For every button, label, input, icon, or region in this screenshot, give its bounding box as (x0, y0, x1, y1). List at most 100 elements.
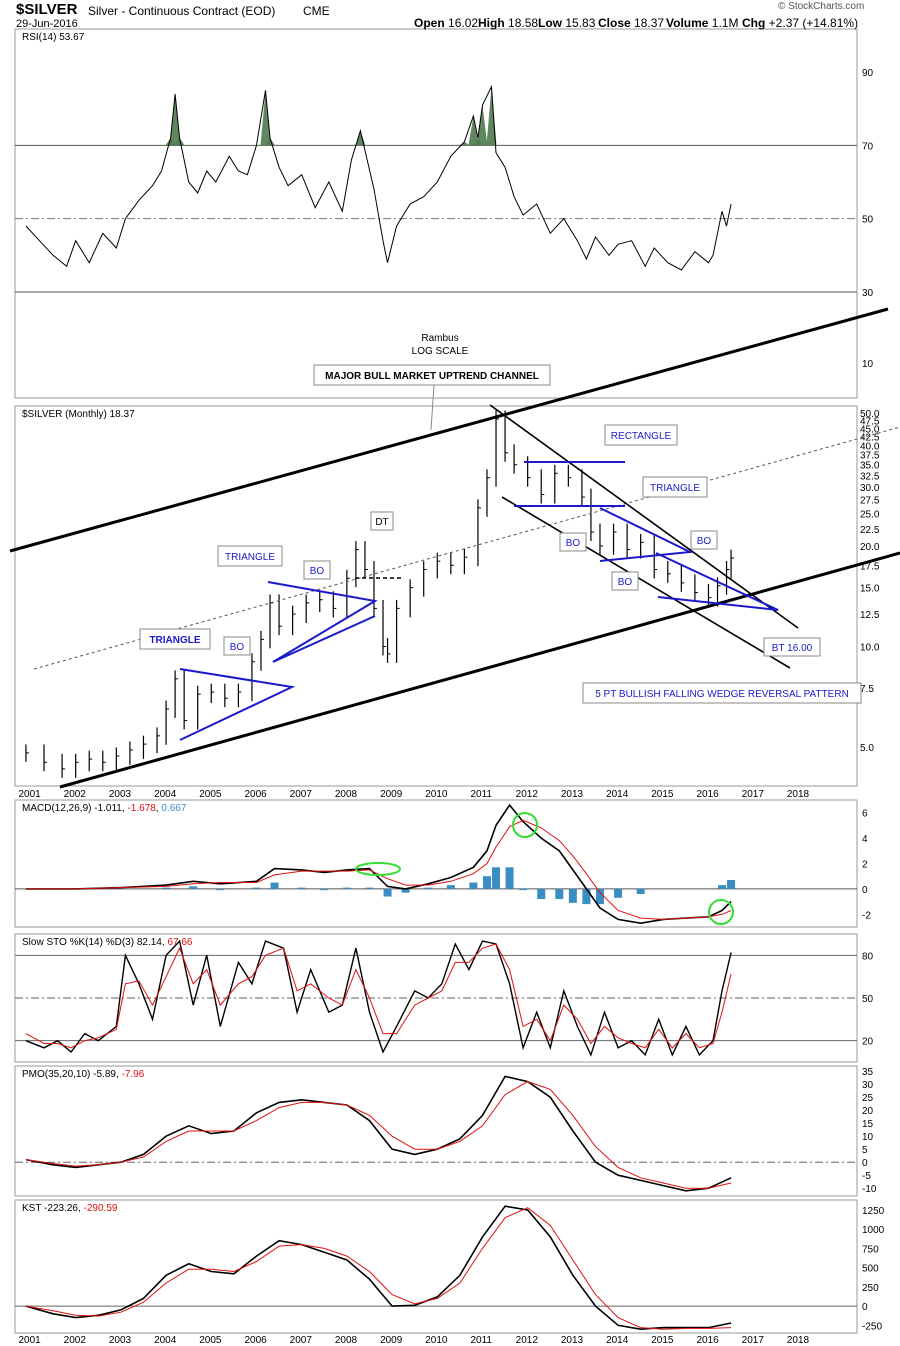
triangle-2006-label-box (217, 545, 283, 567)
price-x-tick-label: 2002 (64, 789, 87, 800)
quote-open: Open 16.02 (414, 16, 478, 30)
close-label: Close (598, 16, 631, 30)
macd-histogram-bar (718, 885, 727, 889)
macd-legend-sep: , (122, 803, 128, 814)
price-tick-label: 12.5 (860, 610, 880, 621)
macd-tick-label: 6 (862, 809, 868, 820)
macd-histogram-bar (320, 888, 329, 891)
price-tick-label: 32.5 (860, 471, 880, 482)
chart-date: 29-Jun-2016 (16, 18, 78, 30)
exchange-label: CME (303, 4, 330, 18)
wedge-pattern-label-box (582, 682, 862, 704)
pmo-tick-label: 10 (862, 1132, 874, 1143)
macd-histogram-bar (582, 888, 591, 905)
quote-volume: Volume 1.1M (666, 16, 738, 30)
price-x-tick-label: 2004 (154, 789, 177, 800)
rsi-overbought-fill (477, 105, 488, 146)
sto-k-line (25, 939, 732, 1057)
high-label: High (478, 16, 505, 30)
price-x-tick-label: 2001 (18, 789, 41, 800)
low-label: Low (538, 16, 562, 30)
pmo-tick-label: -10 (862, 1184, 877, 1195)
panel-frame-price (14, 405, 858, 787)
wedge-pattern-label: 5 PT BULLISH FALLING WEDGE REVERSAL PATT… (595, 689, 849, 700)
macd-histogram-bar (537, 888, 546, 900)
macd-green-circle (708, 899, 734, 925)
price-tick-label: 22.5 (860, 525, 880, 536)
macd-histogram-bar (270, 882, 279, 889)
kst-legend-value: -223.26 (44, 1203, 78, 1214)
rsi-overbought-fill (468, 116, 479, 146)
bottom-x-tick-label: 2017 (742, 1335, 765, 1346)
change-label: Chg (742, 16, 766, 30)
kst-tick-label: 500 (862, 1264, 879, 1275)
bo-2015-label: BO (697, 536, 712, 547)
triangle-2013-label-box (642, 476, 708, 498)
macd-tick-label: 2 (862, 860, 868, 871)
bottom-x-tick-label: 2012 (516, 1335, 539, 1346)
price-x-tick-label: 2010 (425, 789, 448, 800)
sto-tick-label: 50 (862, 994, 874, 1005)
price-x-tick-label: 2014 (606, 789, 629, 800)
channel-annotation-box (313, 364, 551, 386)
kst-legend-sep: , (78, 1203, 84, 1214)
bottom-x-tick-label: 2010 (425, 1335, 448, 1346)
macd-histogram-bar (492, 867, 501, 889)
volume-label: Volume (666, 16, 709, 30)
price-tick-label: 45.0 (860, 424, 880, 435)
macd-histogram-bar (636, 888, 645, 894)
triangle-pattern-2006 (267, 581, 378, 663)
triangle-2004-label-box (139, 628, 211, 650)
triangle-pattern-2004 (179, 668, 296, 741)
rsi-line (25, 84, 732, 271)
macd-histogram-bar (424, 887, 433, 889)
kst-tick-label: 750 (862, 1244, 879, 1255)
macd-histogram-bar (555, 888, 564, 900)
macd-legend: MACD(12,26,9) -1.011, -1.678, 0.667 (22, 803, 187, 814)
macd-signal-line (25, 819, 732, 920)
bottom-x-tick-label: 2013 (561, 1335, 584, 1346)
macd-histogram-bar (482, 876, 491, 889)
pmo-legend: PMO(35,20,10) -5.89, -7.96 (22, 1069, 145, 1080)
pmo-tick-label: -5 (862, 1171, 871, 1182)
quote-change: Chg +2.37 (+14.81%) (742, 16, 858, 30)
kst-line (25, 1205, 732, 1331)
uptrend-channel-top (9, 307, 889, 553)
macd-histogram-bar (519, 888, 528, 891)
rsi-tick-label: 30 (862, 288, 874, 299)
sto-legend: Slow STO %K(14) %D(3) 82.14, 67.66 (22, 937, 193, 948)
macd-histogram-bar (614, 888, 623, 898)
sto-d-line (25, 943, 732, 1049)
price-x-tick-label: 2016 (696, 789, 719, 800)
price-x-tick-label: 2015 (651, 789, 674, 800)
bottom-x-tick-label: 2004 (154, 1335, 177, 1346)
price-tick-label: 47.5 (860, 416, 880, 427)
macd-histogram-bar (162, 887, 171, 889)
rsi-legend: RSI(14) 53.67 (22, 32, 85, 43)
macd-histogram-bar (342, 887, 351, 889)
kst-tick-label: 0 (862, 1302, 868, 1313)
rsi-tick-label: 50 (862, 215, 874, 226)
bottom-x-tick-label: 2018 (787, 1335, 810, 1346)
price-tick-label: 42.5 (860, 433, 880, 444)
channel-annotation: MAJOR BULL MARKET UPTREND CHANNEL (325, 371, 539, 382)
bo-2014-label: BO (618, 577, 633, 588)
triangle-pattern-2013 (599, 507, 694, 562)
rsi-overbought-fill (265, 138, 276, 146)
pmo-tick-label: 20 (862, 1106, 874, 1117)
open-value: 16.02 (448, 16, 479, 30)
pmo-tick-label: 15 (862, 1119, 874, 1130)
bottom-x-tick-label: 2016 (696, 1335, 719, 1346)
price-x-tick-label: 2017 (742, 789, 765, 800)
symbol-title: $SILVER (16, 1, 78, 18)
macd-line (25, 803, 732, 925)
bo-2015-label-box (690, 530, 718, 550)
sto-tick-label: 80 (862, 951, 874, 962)
sto-tick-label: 20 (862, 1037, 874, 1048)
macd-legend-sep: , (156, 803, 162, 814)
price-tick-label: 37.5 (860, 451, 880, 462)
bottom-x-tick-label: 2003 (109, 1335, 132, 1346)
pmo-tick-label: 0 (862, 1158, 868, 1169)
quote-close: Close 18.37 (598, 16, 664, 30)
sto-legend-d: 67.66 (167, 937, 192, 948)
